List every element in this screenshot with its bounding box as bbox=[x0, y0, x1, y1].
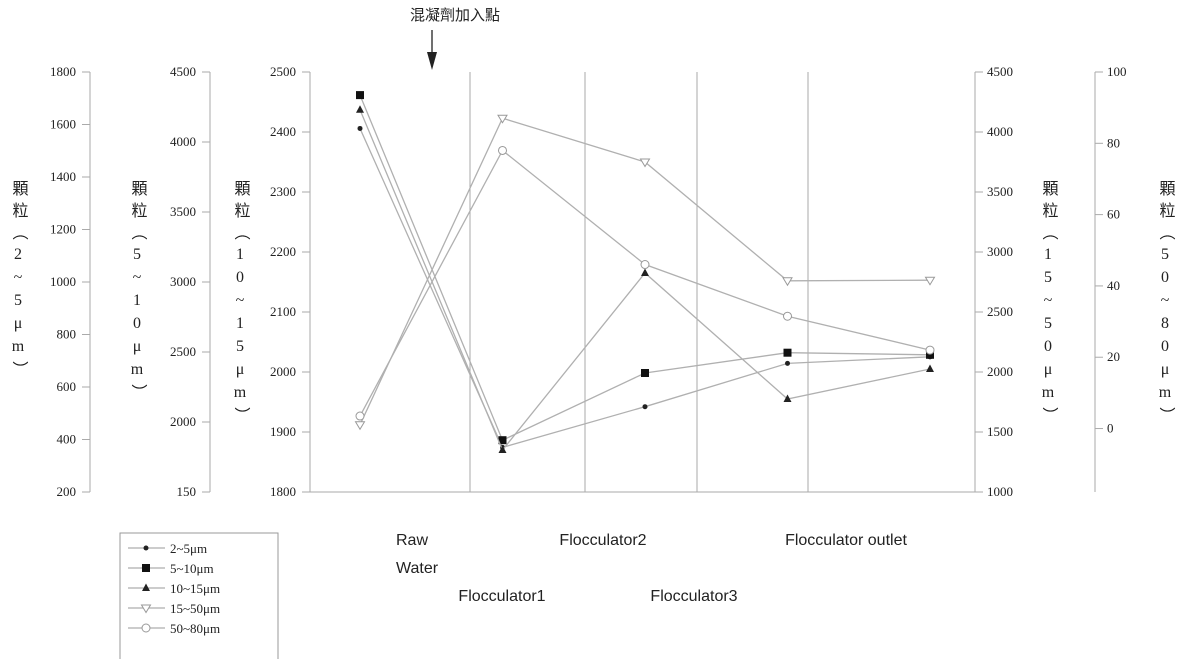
marker bbox=[641, 369, 649, 377]
y-tick-label: 80 bbox=[1107, 135, 1120, 150]
y-tick-label: 800 bbox=[57, 327, 77, 342]
plot-frame bbox=[310, 72, 975, 493]
y-tick-label: 2000 bbox=[987, 364, 1013, 379]
series bbox=[355, 145, 935, 421]
y-tick-label: 1400 bbox=[50, 169, 76, 184]
y-tick-label: 3000 bbox=[170, 274, 196, 289]
y-tick-label: 1900 bbox=[270, 424, 296, 439]
legend-label: 2~5μm bbox=[170, 541, 207, 556]
legend-label: 5~10μm bbox=[170, 561, 214, 576]
series bbox=[356, 91, 934, 445]
marker bbox=[785, 360, 790, 366]
y-tick-label: 1800 bbox=[50, 64, 76, 79]
y-tick-label: 4000 bbox=[170, 134, 196, 149]
marker bbox=[497, 114, 508, 124]
y-axis-title: 顆粒（50~80μm） bbox=[1157, 180, 1176, 429]
marker bbox=[924, 276, 936, 286]
marker bbox=[926, 364, 934, 372]
y-tick-label: 1000 bbox=[987, 484, 1013, 499]
x-tick-label: Raw Water bbox=[396, 532, 439, 577]
marker bbox=[782, 277, 793, 287]
y-tick-label: 3000 bbox=[987, 244, 1013, 259]
series bbox=[356, 105, 934, 453]
marker bbox=[926, 350, 934, 359]
marker bbox=[357, 125, 363, 131]
x-tick-label: Flocculator1 bbox=[458, 588, 546, 605]
y-tick-label: 1600 bbox=[50, 117, 76, 132]
y-tick-label: 2200 bbox=[270, 244, 296, 259]
y-tick-label: 3500 bbox=[170, 204, 196, 219]
x-tick-label: Flocculator outlet bbox=[785, 532, 907, 549]
marker bbox=[356, 91, 364, 100]
y-tick-label: 60 bbox=[1107, 207, 1120, 222]
y-tick-label: 2000 bbox=[170, 414, 196, 429]
marker bbox=[142, 583, 150, 591]
y-tick-label: 400 bbox=[57, 432, 77, 447]
y-tick-label: 2500 bbox=[987, 304, 1013, 319]
x-tick-label: Flocculator2 bbox=[559, 532, 647, 549]
legend-label: 50~80μm bbox=[170, 621, 220, 636]
marker bbox=[642, 404, 648, 410]
series bbox=[354, 114, 936, 431]
marker bbox=[141, 623, 151, 633]
marker bbox=[498, 445, 507, 453]
marker bbox=[354, 421, 366, 431]
marker bbox=[641, 268, 649, 276]
series-line bbox=[359, 128, 931, 449]
y-tick-label: 4500 bbox=[170, 64, 196, 79]
series bbox=[357, 125, 933, 450]
y-axis-title: 顆粒（15~50μm） bbox=[1040, 180, 1059, 429]
y-tick-label: 20 bbox=[1107, 349, 1120, 364]
legend-label: 15~50μm bbox=[170, 601, 220, 616]
marker bbox=[783, 348, 792, 357]
y-tick-label: 2500 bbox=[270, 64, 296, 79]
y-tick-label: 2500 bbox=[170, 344, 196, 359]
marker bbox=[925, 345, 935, 355]
marker bbox=[356, 105, 364, 113]
legend-box bbox=[119, 532, 279, 659]
marker bbox=[640, 260, 650, 270]
y-axis-title: 顆粒（2~5μm） bbox=[10, 180, 29, 383]
marker bbox=[140, 604, 152, 614]
y-tick-label: 3500 bbox=[987, 184, 1013, 199]
y-tick-label: 4000 bbox=[987, 124, 1013, 139]
y-tick-label: 600 bbox=[57, 379, 77, 394]
y-tick-label: 4500 bbox=[987, 64, 1013, 79]
y-tick-label: 1000 bbox=[50, 274, 76, 289]
marker bbox=[143, 545, 149, 551]
marker bbox=[355, 411, 365, 421]
legend-label: 10~15μm bbox=[170, 581, 220, 596]
y-tick-label: 40 bbox=[1107, 278, 1120, 293]
y-axis-title: 顆粒（5~10μm） bbox=[129, 180, 148, 406]
y-tick-label: 0 bbox=[1107, 421, 1114, 436]
y-tick-label: 1800 bbox=[270, 484, 296, 499]
y-axis-title: 顆粒（10~15μm） bbox=[232, 180, 251, 429]
y-tick-label: 2100 bbox=[270, 304, 296, 319]
y-tick-label: 1200 bbox=[50, 222, 76, 237]
y-tick-label: 150 bbox=[177, 484, 197, 499]
x-tick-label: Flocculator3 bbox=[650, 588, 738, 605]
marker bbox=[783, 311, 792, 321]
y-tick-label: 2300 bbox=[270, 184, 296, 199]
y-tick-label: 1500 bbox=[987, 424, 1013, 439]
marker bbox=[498, 145, 507, 155]
y-tick-label: 200 bbox=[57, 484, 77, 499]
y-tick-label: 100 bbox=[1107, 64, 1127, 79]
annotation: 混凝劑加入點 bbox=[410, 7, 500, 24]
y-tick-label: 2000 bbox=[270, 364, 296, 379]
marker bbox=[639, 158, 651, 168]
arrow-head bbox=[427, 52, 437, 70]
marker bbox=[498, 436, 507, 445]
marker bbox=[142, 564, 150, 572]
y-tick-label: 2400 bbox=[270, 124, 296, 139]
marker bbox=[783, 394, 792, 402]
